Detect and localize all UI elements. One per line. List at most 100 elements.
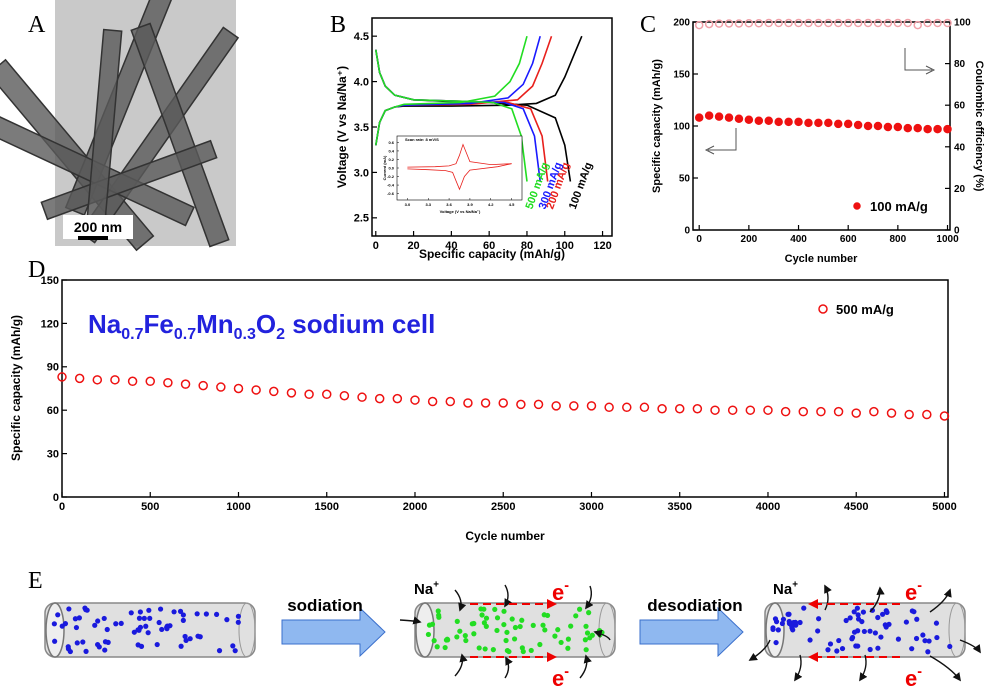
ion-arrow: [579, 654, 592, 679]
panel-label: A: [28, 12, 46, 38]
annotation-part: Na: [88, 309, 122, 339]
ion-dot: [72, 616, 79, 622]
ion-dot: [512, 624, 519, 631]
x-tick-label: 1000: [936, 234, 959, 245]
label-base: e: [905, 580, 917, 605]
ion-dot: [182, 633, 188, 640]
legend-marker: [853, 202, 861, 210]
ion-dot: [925, 649, 931, 655]
panel-label: E: [28, 568, 43, 594]
ion-dot: [883, 608, 889, 614]
data-point: [734, 19, 744, 28]
ion-dot: [582, 637, 588, 643]
diagram-label: e-: [905, 578, 922, 605]
data-point: [145, 376, 155, 387]
data-point: [216, 382, 226, 392]
ion-dot: [92, 622, 98, 628]
data-point: [744, 115, 754, 125]
ion-dot: [584, 630, 591, 636]
x-tick-label: 0: [59, 501, 65, 513]
data-point: [269, 386, 279, 397]
ion-dot: [80, 639, 86, 645]
ion-dot: [816, 616, 822, 622]
annotation: Scan rate: 8 mV/S: [405, 137, 439, 142]
data-point: [110, 375, 120, 385]
ion-dot: [501, 621, 507, 628]
ion-dot: [224, 617, 230, 623]
ion-dot: [194, 611, 200, 617]
x-axis-label: Specific capacity (mAh/g): [419, 247, 565, 261]
ion-arrow: [748, 639, 771, 661]
ion-dot: [836, 637, 842, 644]
ion-dot: [431, 638, 437, 644]
data-point: [943, 124, 952, 134]
label-sup: -: [564, 664, 569, 680]
y-tick-label: 200: [673, 18, 690, 29]
y-axis-label: Voltage (V vs Na/Na⁺): [335, 66, 349, 188]
ion-dot: [854, 605, 860, 611]
ion-dot: [434, 644, 440, 650]
data-point: [714, 19, 724, 28]
data-point: [74, 373, 85, 384]
data-point: [180, 379, 191, 389]
y2-tick-label: 100: [954, 18, 971, 29]
y-tick-label: 100: [673, 122, 690, 133]
data-point: [780, 406, 791, 417]
ion-dot: [911, 609, 917, 615]
ion-dot: [552, 633, 558, 639]
data-point: [724, 19, 734, 28]
y-tick-label: -0.6: [387, 191, 395, 196]
x-tick-label: 80: [521, 240, 533, 252]
data-point: [893, 18, 903, 28]
data-point: [816, 406, 826, 417]
x-axis-label: Cycle number: [785, 253, 858, 265]
x-tick-label: 2000: [403, 501, 427, 513]
x-tick-label: 120: [593, 240, 611, 252]
data-point: [198, 380, 208, 391]
ion-dot: [785, 611, 791, 617]
scale-bar-label: 200 nm: [74, 219, 122, 235]
ion-dot: [82, 605, 88, 611]
label-sup: +: [792, 579, 798, 590]
data-point: [622, 402, 632, 413]
ion-dot: [454, 634, 460, 640]
ion-dot: [583, 647, 589, 653]
data-point: [933, 18, 942, 28]
y-axis-label: Current (mA): [382, 155, 387, 180]
data-point: [694, 113, 704, 122]
data-point: [92, 375, 103, 385]
data-point: [943, 18, 952, 28]
ion-dot: [878, 634, 884, 640]
y-axis-label: Specific capacity (mAh/g): [651, 59, 663, 193]
ion-dot: [137, 624, 144, 630]
ion-dot: [867, 628, 873, 634]
data-point: [863, 18, 873, 28]
data-point: [764, 18, 773, 28]
y-tick-label: 150: [673, 70, 690, 81]
data-point: [427, 396, 438, 407]
x-tick-label: 100: [556, 240, 574, 252]
data-point: [754, 116, 764, 126]
ion-dot: [492, 606, 498, 613]
ion-dot: [187, 636, 193, 642]
x-tick-label: 400: [790, 234, 807, 245]
ion-dot: [73, 624, 80, 631]
ion-arrow: [593, 629, 611, 641]
ion-dot: [52, 638, 58, 644]
ion-dot: [481, 620, 487, 626]
ion-dot: [104, 626, 110, 633]
y-tick-label: 0.6: [388, 140, 394, 145]
data-point: [727, 405, 738, 415]
data-point: [913, 20, 922, 30]
y-tick-label: 4.5: [354, 31, 369, 43]
ion-dot: [180, 612, 186, 618]
ion-dot: [113, 621, 119, 627]
ion-dot: [909, 646, 915, 652]
ion-dot: [883, 624, 889, 630]
y2-tick-label: 60: [954, 101, 966, 112]
arrow-label: sodiation: [287, 596, 363, 615]
label-sup: -: [917, 664, 922, 680]
data-point: [410, 395, 420, 405]
x-tick-label: 20: [407, 240, 419, 252]
ion-dot: [851, 629, 858, 635]
